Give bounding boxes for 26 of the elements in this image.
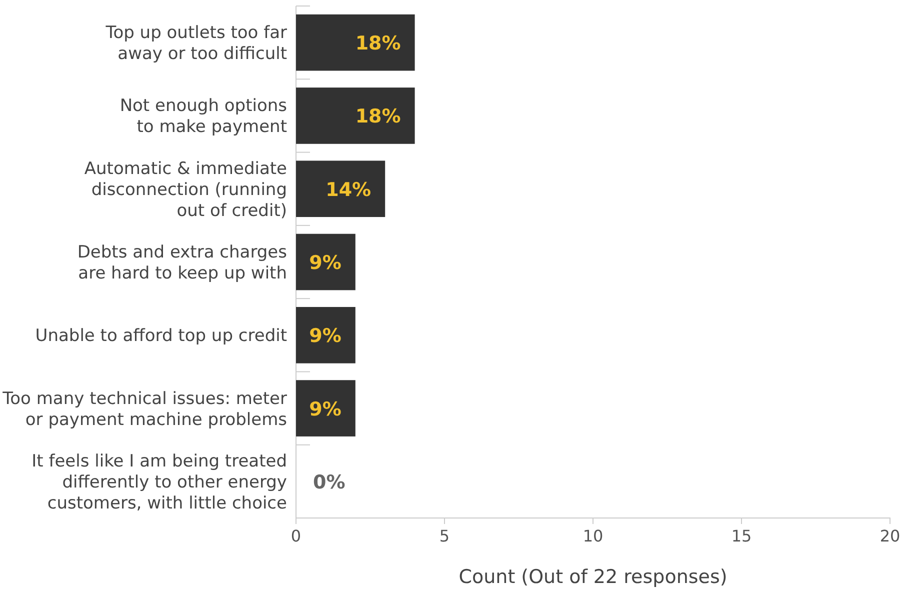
y-tick-label: Top up outlets too far away or too difficult bbox=[104, 23, 288, 64]
annotation: 9% bbox=[309, 398, 342, 420]
bar bbox=[296, 306, 356, 364]
bar bbox=[296, 88, 415, 144]
annotation: 9% bbox=[309, 252, 342, 274]
annotation: 9% bbox=[309, 325, 342, 348]
x-tick-label: 0 bbox=[290, 526, 302, 546]
annotation: 18% bbox=[355, 106, 401, 128]
bar bbox=[296, 14, 415, 71]
bar bbox=[296, 160, 386, 218]
y-tick-label: Debts and extra charges are hard to keep up with bbox=[77, 242, 288, 284]
annotation: 18% bbox=[355, 32, 401, 55]
y-tick-label: Unable to afford top up credit bbox=[35, 326, 288, 346]
x-tick-label: 5 bbox=[439, 526, 450, 546]
annotation: 0% bbox=[313, 471, 346, 494]
y-tick-label: Too many technical issues: meter or payment machine problems bbox=[2, 388, 288, 430]
y-tick-label: Not enough options to make payment bbox=[120, 96, 288, 138]
y-tick-label: Automatic & immediate disconnection (running out of credit) bbox=[84, 158, 287, 221]
x-tick-label: 10 bbox=[582, 526, 604, 546]
bar bbox=[296, 234, 356, 290]
x-tick-label: 15 bbox=[731, 526, 752, 546]
bar bbox=[296, 380, 356, 436]
x-tick-label: 20 bbox=[880, 526, 900, 546]
x-axis-title: Count (Out of 22 responses) bbox=[458, 566, 728, 588]
y-tick-label: It feels like I am being treated differently to other energy customers, with little choice bbox=[32, 451, 287, 514]
annotation: 14% bbox=[326, 178, 372, 201]
